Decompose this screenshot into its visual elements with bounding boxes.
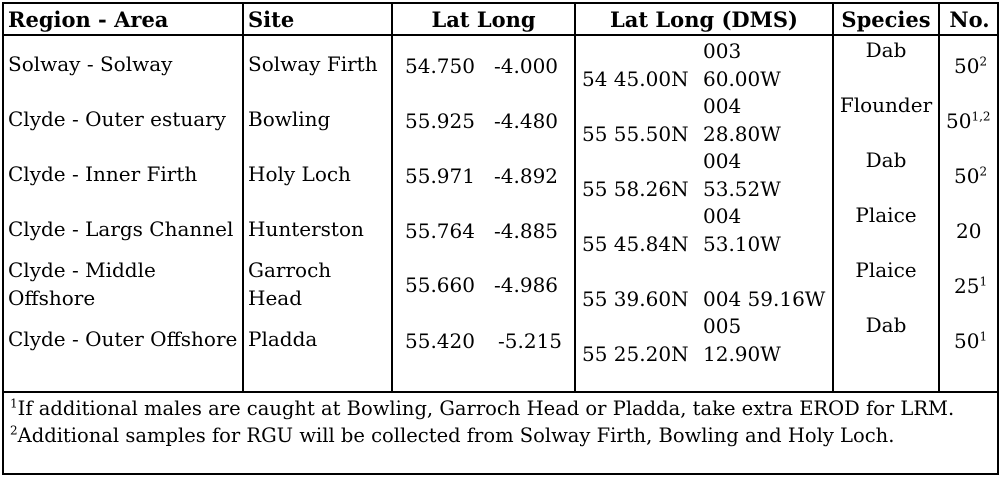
long-cell: -4.885	[494, 219, 559, 243]
footnote-2: 2Additional samples for RGU will be coll…	[10, 423, 894, 449]
dms-long-min-cell: 12.90W	[703, 342, 781, 366]
no-superscript: 1,2	[971, 109, 991, 124]
header-lat-long-dms: Lat Long (DMS)	[610, 7, 798, 32]
dms-lat-cell: 54 45.00N	[582, 67, 689, 91]
header-species: Species	[841, 7, 931, 32]
region-cell: Clyde - Largs Channel	[8, 217, 234, 241]
region-cell: Clyde - Inner Firth	[8, 162, 198, 186]
col-divider-1	[242, 2, 244, 393]
header-lat-long: Lat Long	[431, 7, 536, 32]
long-cell: -4.892	[494, 164, 559, 188]
species-cell: Dab	[865, 38, 907, 62]
lat-cell: 54.750	[405, 54, 475, 78]
footnote-marker: 2	[10, 423, 18, 438]
lat-cell: 55.420	[405, 329, 475, 353]
col-divider-2	[391, 2, 393, 393]
lat-cell: 55.971	[405, 164, 475, 188]
header-site: Site	[248, 7, 295, 32]
footnote-text: Additional samples for RGU will be colle…	[17, 424, 895, 447]
site-cell: Pladda	[248, 327, 318, 351]
header-region: Region - Area	[8, 7, 169, 32]
dms-lat-cell: 55 58.26N	[582, 177, 689, 201]
no-superscript: 1	[979, 329, 988, 344]
region-cell: Clyde - Outer estuary	[8, 107, 226, 131]
site-cell: Garroch	[248, 258, 332, 282]
no-superscript: 2	[979, 54, 988, 69]
species-cell: Dab	[865, 313, 907, 337]
dms-long-min-cell: 28.80W	[703, 122, 781, 146]
dms-lat-cell: 55 45.84N	[582, 232, 689, 256]
long-cell: -5.215	[498, 329, 563, 353]
site-cell: Solway Firth	[248, 52, 378, 76]
lat-cell: 55.660	[405, 273, 475, 297]
no-cell: 502	[954, 54, 988, 78]
dms-long-min-cell: 60.00W	[703, 67, 781, 91]
header-no: No.	[949, 7, 990, 32]
long-cell: -4.480	[494, 109, 559, 133]
dms-long-deg-cell: 004	[703, 149, 742, 173]
no-cell: 502	[954, 164, 988, 188]
dms-long-deg-cell: 004	[703, 204, 742, 228]
no-superscript: 2	[979, 164, 988, 179]
lat-cell: 55.764	[405, 219, 475, 243]
dms-long-min-cell: 53.10W	[703, 232, 781, 256]
long-cell: -4.986	[494, 273, 559, 297]
footnote-marker: 1	[10, 396, 18, 411]
dms-long-min-cell: 53.52W	[703, 177, 781, 201]
dms-long-deg-cell: 005	[703, 314, 742, 338]
col-divider-5	[938, 2, 940, 393]
dms-long-deg-cell: 004 59.16W	[703, 287, 826, 311]
dms-lat-cell: 55 39.60N	[582, 287, 689, 311]
footnote-1: 1If additional males are caught at Bowli…	[10, 396, 954, 422]
footnote-text: If additional males are caught at Bowlin…	[17, 397, 955, 420]
site-cell: Bowling	[248, 107, 331, 131]
site-cell: Hunterston	[248, 217, 364, 241]
no-superscript: 1	[979, 274, 988, 289]
no-cell: 501,2	[946, 109, 991, 133]
dms-lat-cell: 55 55.50N	[582, 122, 689, 146]
footnote-divider	[2, 391, 999, 393]
species-cell: Plaice	[855, 258, 917, 282]
region-cell: Clyde - Middle	[8, 258, 156, 282]
site-cell: Holy Loch	[248, 162, 351, 186]
dms-long-deg-cell: 004	[703, 94, 742, 118]
species-cell: Flounder	[839, 93, 933, 117]
col-divider-4	[832, 2, 834, 393]
region-cell: Solway - Solway	[8, 52, 173, 76]
header-divider	[2, 34, 999, 36]
site-cell-line2: Head	[248, 286, 303, 310]
dms-long-deg-cell: 003	[703, 39, 742, 63]
no-cell: 20	[956, 219, 982, 243]
col-divider-3	[574, 2, 576, 393]
region-cell-line2: Offshore	[8, 286, 96, 310]
dms-lat-cell: 55 25.20N	[582, 342, 689, 366]
no-cell: 251	[954, 274, 988, 298]
region-cell: Clyde - Outer Offshore	[8, 327, 238, 351]
species-cell: Plaice	[855, 203, 917, 227]
lat-cell: 55.925	[405, 109, 475, 133]
long-cell: -4.000	[494, 54, 559, 78]
no-cell: 501	[954, 329, 988, 353]
species-cell: Dab	[865, 148, 907, 172]
